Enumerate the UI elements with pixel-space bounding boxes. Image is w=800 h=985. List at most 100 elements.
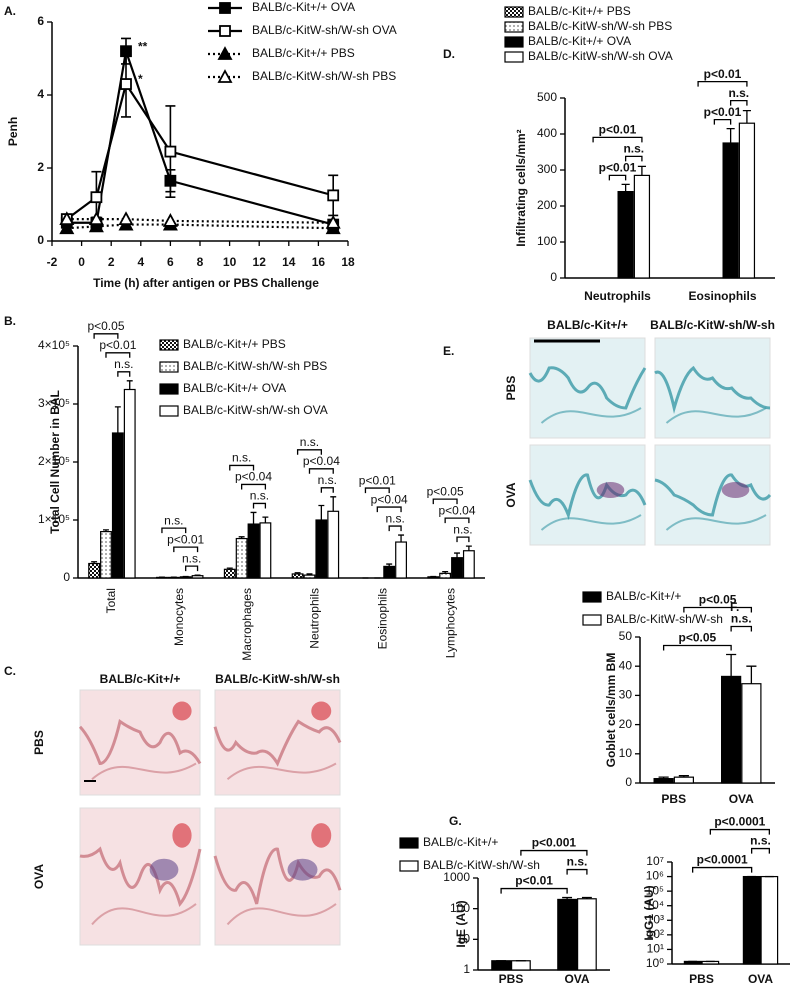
significance-label: n.s. xyxy=(164,513,183,527)
bar xyxy=(738,122,756,279)
vessel xyxy=(172,823,192,848)
y-tick-label: 10³ xyxy=(647,912,664,926)
legend-label: BALB/c-KitW-sh/W-sh xyxy=(423,858,540,872)
significance-bracket xyxy=(296,449,323,455)
bar xyxy=(557,898,577,971)
legend-swatch xyxy=(504,21,524,33)
y-tick-label: 10⁰ xyxy=(646,956,664,970)
micrograph xyxy=(654,444,771,546)
significance-bracket xyxy=(729,99,748,106)
bar xyxy=(327,510,340,579)
panel-label: C. xyxy=(4,664,16,678)
significance-label: p<0.04 xyxy=(438,503,475,517)
significance-bracket xyxy=(320,487,334,493)
x-tick-label: Lymphocytes xyxy=(443,588,457,658)
error-bar xyxy=(454,552,460,558)
tissue xyxy=(213,719,342,767)
bar xyxy=(653,778,674,784)
error-bar xyxy=(194,574,201,576)
x-tick-label: Eosinophils xyxy=(688,289,756,303)
significance-bracket xyxy=(500,887,568,894)
marker xyxy=(90,191,103,204)
significance-bracket xyxy=(709,828,770,835)
vessel xyxy=(172,701,192,721)
annotation: * xyxy=(138,72,143,86)
row-label: OVA xyxy=(504,482,518,507)
panel-label: E. xyxy=(443,344,454,358)
significance-label: n.s. xyxy=(318,473,337,487)
y-tick-label: 0 xyxy=(550,270,557,284)
x-tick-label: 10 xyxy=(223,255,237,269)
y-tick-label: 4×10⁵ xyxy=(38,338,70,352)
panel-label: D. xyxy=(443,47,455,61)
y-tick-label: 30 xyxy=(619,688,633,702)
legend-label: BALB/c-KitW-sh/W-sh OVA xyxy=(528,49,673,63)
legend-swatch xyxy=(504,6,524,18)
tissue xyxy=(665,407,767,424)
significance-label: p<0.01 xyxy=(99,338,136,352)
significance-label: n.s. xyxy=(728,86,749,100)
bar xyxy=(617,191,634,279)
legend-swatch xyxy=(159,405,179,417)
legend-label: BALB/c-KitW-sh/W-sh PBS xyxy=(183,359,327,373)
bar xyxy=(223,568,236,579)
bar xyxy=(633,174,651,279)
legend-swatch xyxy=(159,361,179,373)
x-tick-label: OVA xyxy=(564,972,589,985)
significance-bracket xyxy=(364,487,390,494)
error-bar xyxy=(621,183,630,192)
significance-bracket xyxy=(624,155,643,162)
tissue xyxy=(654,473,772,517)
y-tick-label: 1 xyxy=(463,962,470,976)
error-bar xyxy=(114,406,121,433)
significance-bracket xyxy=(566,868,588,875)
y-tick-label: 10² xyxy=(647,927,664,941)
significance-bracket xyxy=(376,506,402,513)
significance-bracket xyxy=(592,136,643,143)
legend-label: BALB/c-Kit+/+ PBS xyxy=(183,337,286,351)
y-tick-label: 1×10⁵ xyxy=(38,512,70,526)
micrograph xyxy=(529,444,646,546)
marker xyxy=(88,211,104,225)
legend-label: BALB/c-Kit+/+ OVA xyxy=(528,34,631,48)
significance-bracket xyxy=(117,371,131,377)
error-bar xyxy=(726,127,735,143)
bar xyxy=(439,572,452,579)
marker xyxy=(325,214,341,229)
error-bar xyxy=(726,653,737,677)
legend-marker xyxy=(217,46,233,60)
significance-bracket xyxy=(388,525,402,532)
tissue xyxy=(91,762,197,781)
y-tick-label: 0 xyxy=(37,233,44,247)
significance-label: n.s. xyxy=(567,855,588,869)
bar xyxy=(303,574,316,579)
y-axis-label: Penh xyxy=(6,117,20,146)
y-tick-label: 20 xyxy=(619,717,633,731)
x-tick-label: 0 xyxy=(78,255,85,269)
error-bar xyxy=(637,165,646,176)
significance-bracket xyxy=(240,483,267,490)
error-bar xyxy=(318,504,325,520)
significance-bracket xyxy=(751,847,770,854)
legend-label: BALB/c-KitW-sh/W-sh OVA xyxy=(183,403,328,417)
y-tick-label: 40 xyxy=(619,658,633,672)
tissue xyxy=(226,903,337,926)
significance-bracket xyxy=(683,606,753,613)
y-tick-label: 1000 xyxy=(443,870,470,884)
significance-label: p<0.05 xyxy=(427,484,464,498)
marker xyxy=(118,211,134,225)
significance-label: n.s. xyxy=(750,834,771,848)
y-tick-label: 10⁶ xyxy=(646,869,664,883)
column-header: BALB/c-KitW-sh/W-sh xyxy=(215,672,340,686)
error-bar xyxy=(678,775,689,778)
bar xyxy=(111,432,124,579)
significance-label: n.s. xyxy=(114,357,133,371)
tissue xyxy=(78,719,202,766)
significance-label: p<0.01 xyxy=(599,123,637,137)
significance-label: p<0.04 xyxy=(371,492,408,506)
y-tick-label: 100 xyxy=(537,234,557,248)
x-tick-label: PBS xyxy=(499,972,524,985)
tissue xyxy=(226,762,337,781)
panel-label: A. xyxy=(4,4,16,18)
significance-label: p<0.001 xyxy=(532,836,577,850)
